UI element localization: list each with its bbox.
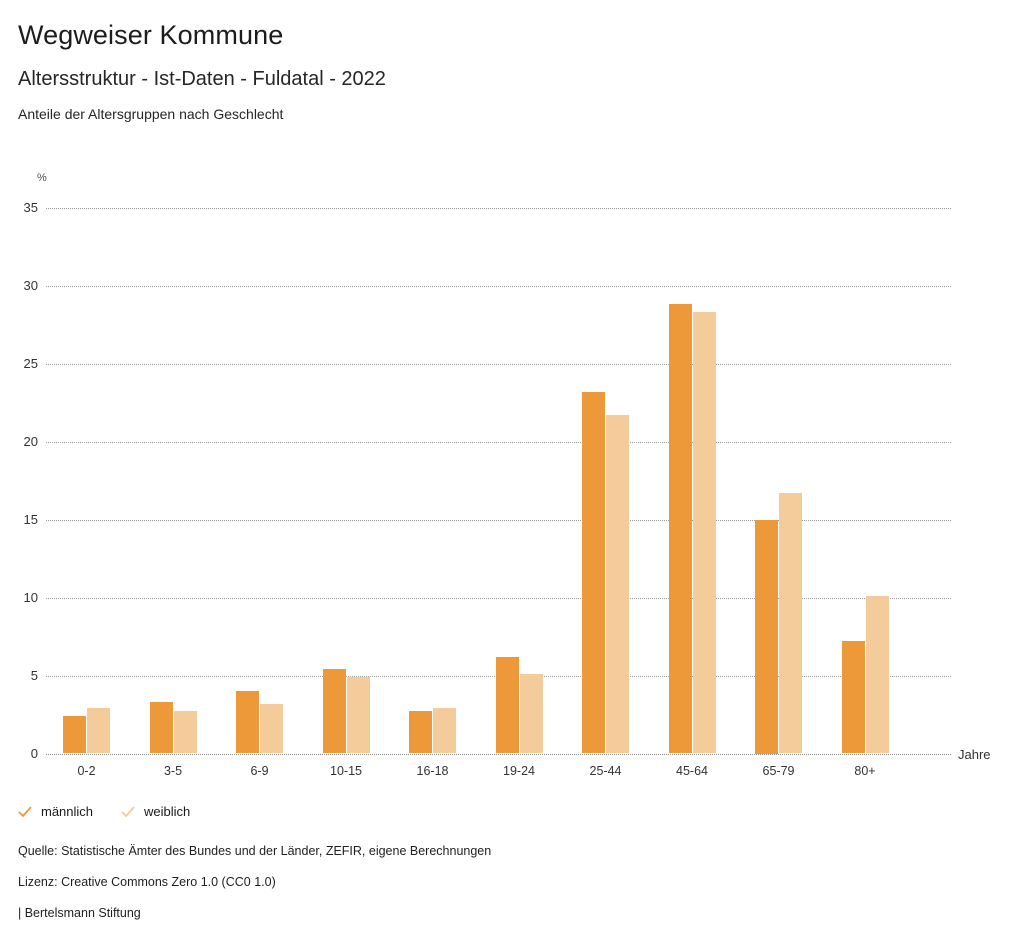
bar-3-5-männlich[interactable]	[149, 702, 173, 754]
bar-0-2-männlich[interactable]	[63, 716, 86, 754]
x-axis-label-6-9: 6-9	[250, 764, 269, 778]
bar-65-79-weiblich[interactable]	[779, 492, 802, 754]
chart-description: Anteile der Altersgruppen nach Geschlech…	[18, 106, 284, 122]
footer-source: Quelle: Statistische Ämter des Bundes un…	[18, 844, 492, 858]
gridline-0	[46, 753, 951, 755]
bar-45-64-weiblich[interactable]	[692, 312, 716, 754]
legend-item-label: männlich	[41, 804, 94, 819]
footer-publisher: | Bertelsmann Stiftung	[18, 906, 141, 920]
check-icon[interactable]	[121, 805, 135, 819]
chart-legend: männlich weiblich	[18, 804, 190, 819]
page-title: Wegweiser Kommune	[18, 20, 284, 50]
x-axis-label-80+: 80+	[854, 764, 876, 778]
x-axis-title: Jahre	[958, 747, 991, 762]
x-axis-label-16-18: 16-18	[416, 764, 449, 778]
bar-0-2-weiblich[interactable]	[87, 708, 110, 754]
chart-subtitle: Altersstruktur - Ist-Daten - Fuldatal - …	[18, 68, 386, 90]
bar-19-24-männlich[interactable]	[495, 656, 519, 754]
gridline-30	[46, 285, 951, 287]
bar-25-44-weiblich[interactable]	[606, 414, 629, 754]
legend-item-männlich[interactable]: männlich	[18, 804, 93, 819]
legend-item-label: weiblich	[144, 804, 191, 819]
y-axis-tick-label: 35	[23, 199, 38, 215]
gridline-15	[46, 519, 951, 521]
x-axis-label-25-44: 25-44	[589, 764, 622, 778]
gridline-10	[46, 597, 951, 599]
footer-license: Lizenz: Creative Commons Zero 1.0 (CC0 1…	[18, 875, 276, 889]
y-axis-unit: %	[37, 172, 47, 184]
bar-80+-weiblich[interactable]	[865, 595, 889, 754]
x-axis-label-45-64: 45-64	[676, 764, 708, 778]
gridline-35	[46, 207, 951, 209]
x-axis-label-3-5: 3-5	[163, 764, 183, 778]
gridline-25	[46, 363, 951, 365]
legend-item-weiblich[interactable]: weiblich	[121, 804, 190, 819]
bar-6-9-weiblich[interactable]	[260, 703, 283, 754]
check-icon[interactable]	[18, 805, 32, 819]
y-axis-tick-label: 5	[30, 667, 38, 683]
bar-65-79-männlich[interactable]	[755, 519, 778, 754]
y-axis-tick-label: 10	[23, 589, 38, 605]
bar-25-44-männlich[interactable]	[582, 391, 605, 754]
x-axis-label-0-2: 0-2	[77, 764, 96, 778]
x-axis-label-65-79: 65-79	[762, 764, 795, 778]
gridline-20	[46, 441, 951, 443]
bar-80+-männlich[interactable]	[841, 641, 865, 754]
x-axis-label-10-15: 10-15	[330, 764, 362, 778]
bar-10-15-männlich[interactable]	[322, 669, 346, 754]
y-axis-tick-label: 30	[23, 277, 38, 293]
bar-16-18-männlich[interactable]	[409, 711, 432, 754]
bar-19-24-weiblich[interactable]	[519, 673, 543, 754]
bar-16-18-weiblich[interactable]	[433, 708, 456, 754]
bar-6-9-männlich[interactable]	[236, 691, 259, 754]
y-axis-tick-label: 0	[30, 745, 38, 761]
bar-3-5-weiblich[interactable]	[173, 711, 197, 754]
y-axis-tick-label: 15	[23, 511, 38, 527]
y-axis-tick-label: 25	[23, 355, 38, 371]
x-axis-label-19-24: 19-24	[503, 764, 535, 778]
bar-10-15-weiblich[interactable]	[346, 677, 370, 754]
bar-45-64-männlich[interactable]	[668, 304, 692, 754]
y-axis-tick-label: 20	[23, 433, 38, 449]
